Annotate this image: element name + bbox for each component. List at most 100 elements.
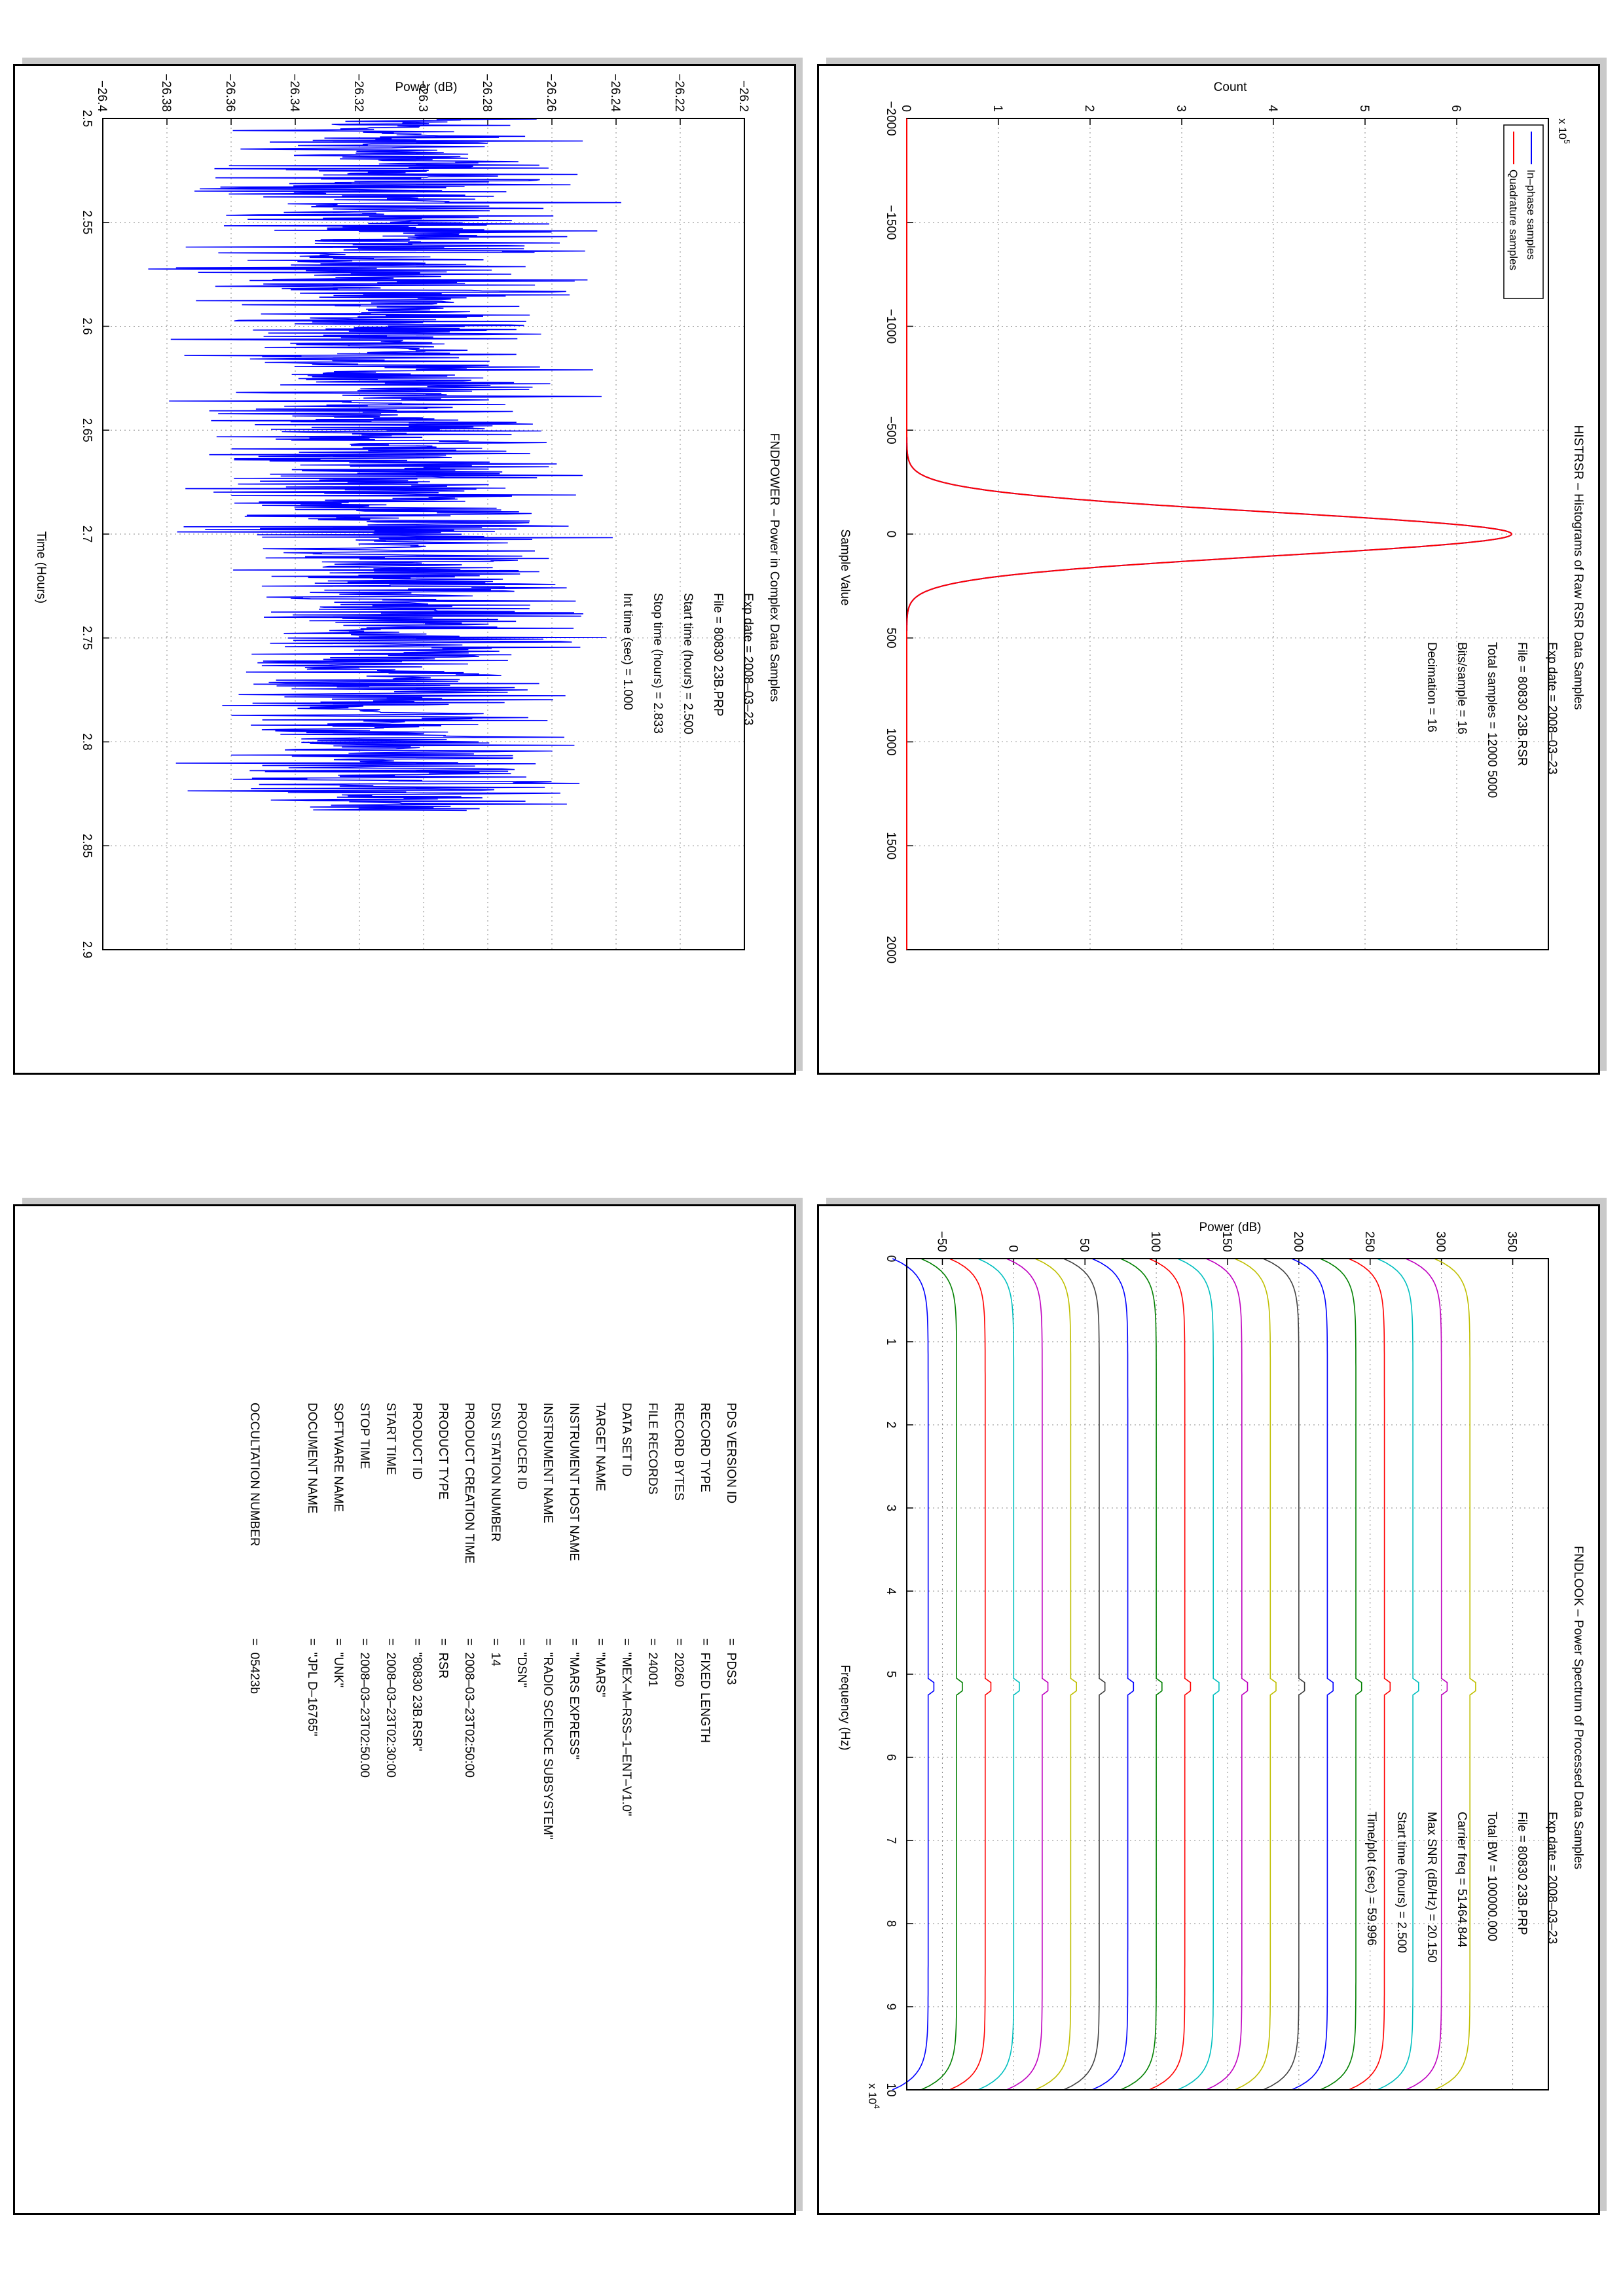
x-tick-label: 4 [884,1588,898,1595]
info-start-time: Start time (hours) = 2.500 [681,593,695,734]
y-axis-label: Power (dB) [395,81,457,94]
x-tick-label: 0 [884,531,898,538]
spectrum-series-line [1320,1258,1362,2090]
label-key: PDS VERSION ID [724,1403,738,1504]
info-exp-date: Exp date = 2008–03–23 [1545,1812,1559,1944]
spectrum-series-line [1291,1258,1334,2090]
y-tick-label: 100 [1148,1231,1162,1252]
x-tick-label: −1500 [884,205,898,240]
y-tick-label: −26.24 [608,73,622,112]
label-key: PRODUCT ID [410,1403,424,1480]
info-start-time: Start time (hours) = 2.500 [1395,1812,1408,1953]
label-value: = "80830 23B.RSR" [410,1638,424,1751]
label-key: DSN STATION NUMBER [488,1403,502,1542]
y-tick-label: 3 [1174,105,1188,112]
chart-title: FNDLOOK – Power Spectrum of Processed Da… [1571,1546,1585,1869]
label-key: SOFTWARE NAME [331,1403,345,1513]
spectrum-chart: FNDLOOK – Power Spectrum of Processed Da… [838,1221,1585,2109]
spectrum-series-line [1405,1258,1448,2090]
spectrum-series-line [1377,1258,1419,2090]
y-tick-label: −26.4 [95,81,109,113]
label-value: = "MARS EXPRESS" [567,1638,581,1760]
info-block: Exp date = 2008–03–23 File = 80830 23B.R… [1425,642,1559,798]
label-rotated: PDS VERSION ID = PDS3 RECORD TYPE = FIXED L… [15,1206,790,2209]
label-value: = RSR [436,1638,450,1679]
y-tick-label: 5 [1357,105,1371,112]
spectrum-series-line [1063,1258,1106,2090]
y-tick-label: −26.36 [223,73,237,112]
info-decimation: Decimation = 16 [1425,642,1438,732]
x-tick-label: −500 [884,416,898,444]
spectrum-series-line [1148,1258,1192,2090]
exponent-label: x 104 [866,2083,881,2109]
plot-area-border [102,118,745,950]
y-tick-label: −26.38 [159,73,173,112]
legend-quadrature-label: Quadrature samples [1507,170,1520,270]
y-tick-label: 2 [1082,105,1096,112]
info-block: Exp date = 2008–03–23 File = 80830 23B.P… [1364,1812,1559,1963]
label-key: PRODUCT CREATION TIME [462,1403,476,1564]
info-file: File = 80830 23B.RSR [1515,642,1529,766]
label-value: = "MEX–M–RSS–1–ENT–V1.0" [619,1638,633,1816]
info-total-samples: Total samples = 12000 5000 [1485,642,1499,798]
spectrum-series-line [1177,1258,1220,2090]
x-tick-label: 2.65 [80,418,94,442]
y-tick-label: 300 [1434,1231,1448,1252]
x-tick-label: 0 [884,1255,898,1263]
plot-area-border [906,118,1549,950]
info-exp-date: Exp date = 2008–03–23 [741,593,755,725]
spectrum-series-line [1006,1258,1049,2090]
x-axis-label: Time (Hours) [34,531,48,603]
chart-title: HISTRSR – Histograms of Raw RSR Data Sam… [1571,425,1585,709]
histogram-rotated: HISTRSR – Histograms of Raw RSR Data Sam… [819,66,1594,1069]
x-tick-label: 2.55 [80,210,94,234]
x-tick-label: 2.5 [80,110,94,127]
label-value: = "UNK" [331,1638,345,1688]
label-table: PDS VERSION ID = PDS3 RECORD TYPE = FIXED L… [50,1403,738,2123]
histogram-panel: HISTRSR – Histograms of Raw RSR Data Sam… [817,64,1600,1075]
legend-inphase-label: In–phase samples [1525,170,1537,260]
label-value: = PDS3 [724,1638,738,1685]
label-key: INSTRUMENT HOST NAME [567,1403,581,1562]
label-key: START TIME [384,1403,397,1475]
spectrum-panel: FNDLOOK – Power Spectrum of Processed Da… [817,1204,1600,2215]
x-tick-label: 2.7 [80,526,94,543]
x-tick-label: −2000 [884,101,898,135]
spectrum-series-line [1120,1258,1163,2090]
x-tick-label: 9 [884,2003,898,2011]
info-block: Exp date = 2008–03–23 File = 80830 23B.P… [621,593,755,734]
label-key: TARGET NAME [593,1403,607,1492]
spectrum-series-line [977,1258,1020,2090]
spectrum-series-line [1234,1258,1277,2090]
y-tick-label: −26.22 [672,73,686,112]
label-value: = "MARS" [593,1638,607,1698]
x-tick-label: 2.6 [80,317,94,334]
y-tick-label: 150 [1220,1231,1233,1252]
x-tick-label: 7 [884,1837,898,1844]
label-value: = 2008–03–23T02:50:00 [462,1638,476,1778]
power-series-line [148,118,621,812]
label-key: INSTRUMENT NAME [541,1403,555,1524]
x-tick-label: −1000 [884,309,898,344]
y-tick-label: −50 [934,1231,948,1252]
label-key: STOP TIME [357,1403,371,1469]
x-tick-label: 2.85 [80,834,94,858]
spectrum-series-line [1348,1258,1391,2090]
y-tick-label: −26.2 [737,81,750,112]
x-tick-label: 2.8 [80,733,94,750]
info-file: File = 80830 23B.PRP [711,593,725,717]
spectrum-series-line [1091,1258,1135,2090]
spectrum-series-line [921,1258,963,2090]
y-tick-label: −26.34 [287,73,301,112]
label-value: = "DSN" [515,1638,528,1688]
spectrum-series-line [892,1258,935,2090]
label-key: DATA SET ID [619,1403,633,1477]
y-tick-label: −26.32 [352,73,365,112]
exponent-label: x 105 [1556,118,1571,144]
x-tick-label: 2.9 [80,941,94,958]
power-panel: FNDPOWER – Power in Complex Data Samples… [13,64,796,1075]
spectrum-series-line [1434,1258,1476,2090]
y-tick-label: 6 [1449,105,1463,112]
label-value: = 2008–03–23T02:50.00 [357,1638,371,1778]
label-key: DOCUMENT NAME [305,1403,319,1514]
